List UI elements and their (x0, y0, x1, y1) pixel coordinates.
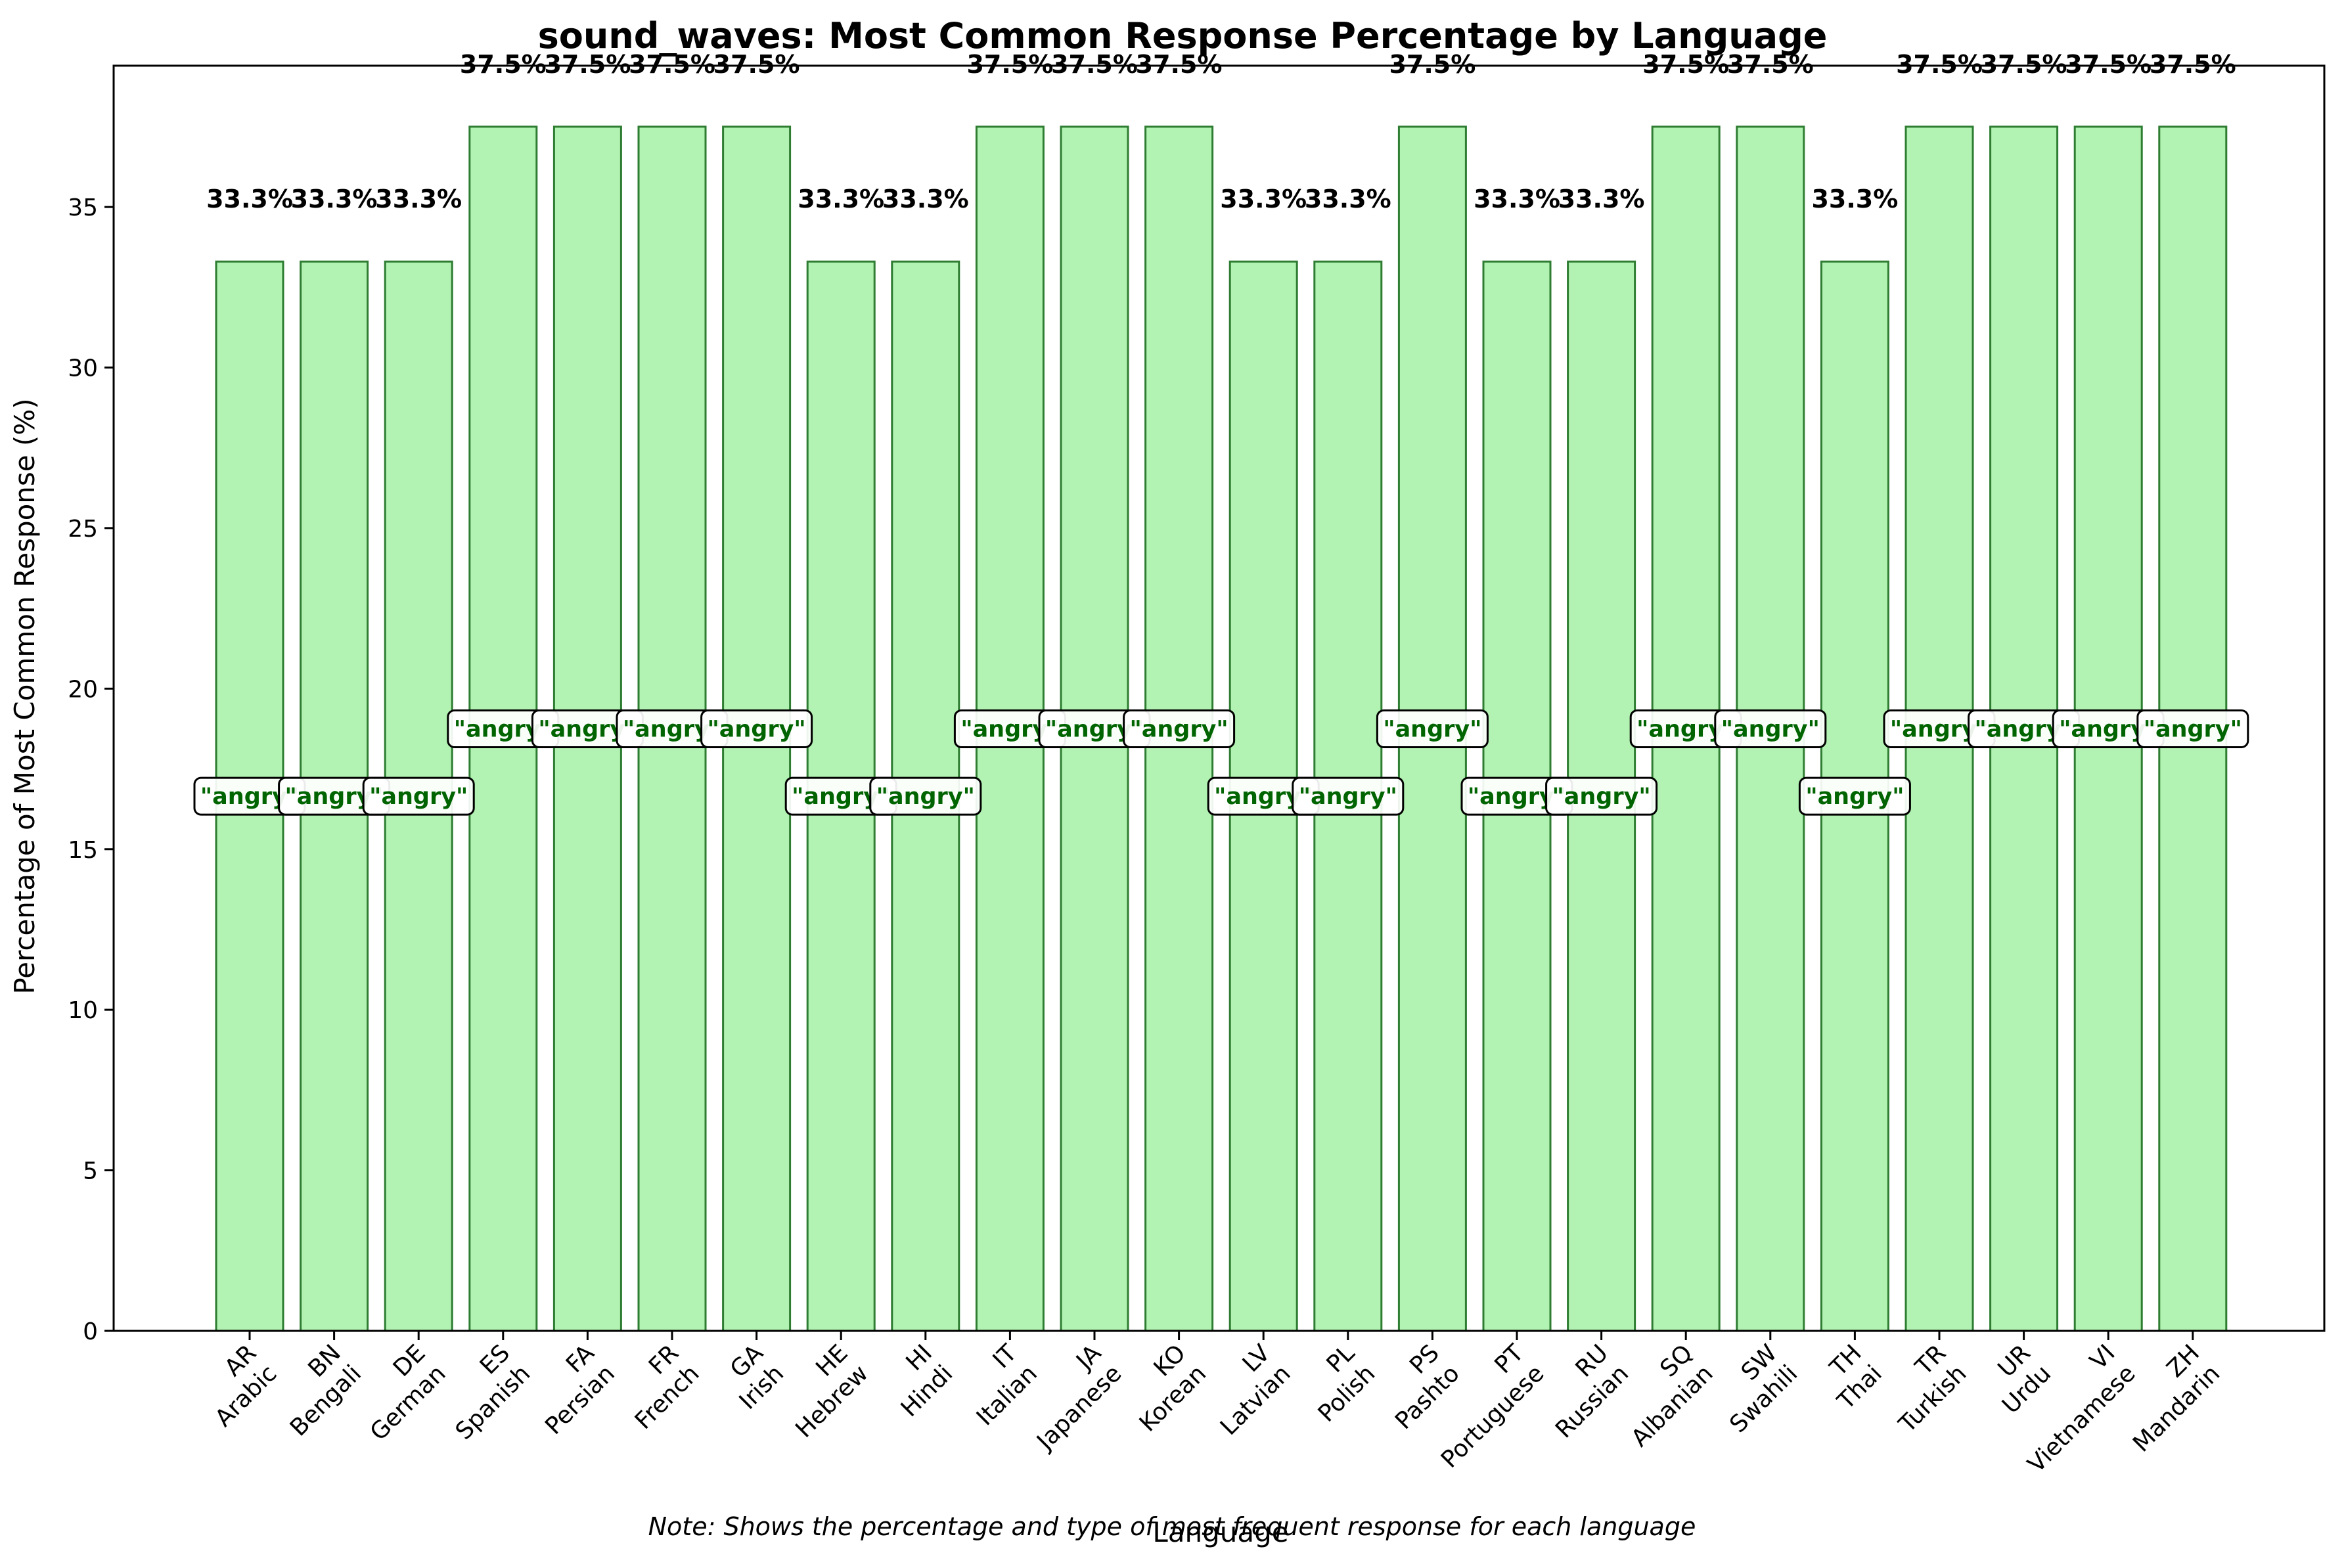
y-tick-label: 35 (68, 194, 98, 221)
response-box-pl (1292, 776, 1405, 816)
value-label-tr: 37.5% (1896, 50, 1983, 79)
value-labels-group: 33.3%33.3%33.3%37.5%37.5%37.5%37.5%33.3%… (206, 50, 2236, 213)
x-axis-label: Language (1152, 1516, 1288, 1548)
y-tick-label: 0 (83, 1318, 98, 1345)
chart-note: Note: Shows the percentage and type of m… (648, 1512, 1696, 1541)
value-label-hi: 33.3% (882, 185, 969, 213)
response-label-sw: "angry" (1721, 716, 1820, 742)
y-axis-ticks: 0 5 10 15 20 25 30 35 (68, 194, 114, 1345)
y-tick-label: 10 (68, 997, 98, 1024)
value-label-th: 33.3% (1811, 185, 1898, 213)
value-label-ps: 37.5% (1389, 50, 1476, 79)
y-tick-label: 25 (68, 516, 98, 543)
value-label-pt: 33.3% (1474, 185, 1560, 213)
response-label-ru: "angry" (1552, 784, 1651, 810)
y-tick-label: 15 (68, 837, 98, 864)
value-label-ru: 33.3% (1558, 185, 1645, 213)
response-label-ga: "angry" (708, 716, 806, 742)
y-tick-label: 5 (83, 1158, 98, 1185)
response-box-ru (1545, 776, 1658, 816)
response-box-th (1798, 776, 1911, 816)
value-label-vi: 37.5% (2065, 50, 2152, 79)
value-label-zh: 37.5% (2150, 50, 2236, 79)
value-label-pl: 33.3% (1305, 185, 1391, 213)
response-labels-group: "angry" "angry" "angry" "angry" "angry" "angr… (193, 709, 2249, 816)
response-box-de (362, 776, 475, 816)
response-box-zh (2136, 709, 2249, 748)
response-box-hi (869, 776, 982, 816)
response-box-ko (1123, 709, 1236, 748)
value-label-fa: 37.5% (544, 50, 631, 79)
plot-frame (112, 64, 2326, 1332)
response-box-ps (1376, 709, 1489, 748)
value-label-he: 33.3% (798, 185, 884, 213)
response-label-ko: "angry" (1130, 716, 1228, 742)
response-label-hi: "angry" (876, 784, 975, 810)
value-label-ar: 33.3% (206, 185, 293, 213)
value-label-sq: 37.5% (1642, 50, 1729, 79)
y-tick-label: 30 (68, 355, 98, 382)
response-label-zh: "angry" (2144, 716, 2242, 742)
y-axis-label: Percentage of Most Common Response (%) (9, 398, 41, 994)
value-label-fr: 37.5% (629, 50, 715, 79)
chart-title: sound_waves: Most Common Response Percen… (538, 15, 1828, 56)
value-label-it: 37.5% (966, 50, 1053, 79)
response-box-ga (700, 709, 813, 748)
response-label-th: "angry" (1805, 784, 1904, 810)
value-label-es: 37.5% (460, 50, 547, 79)
response-label-pl: "angry" (1299, 784, 1397, 810)
value-label-ja: 37.5% (1051, 50, 1138, 79)
value-label-lv: 33.3% (1220, 185, 1307, 213)
y-tick-label: 20 (68, 676, 98, 703)
response-label-ps: "angry" (1383, 716, 1481, 742)
response-box-sw (1714, 709, 1827, 748)
value-label-ur: 37.5% (1981, 50, 2067, 79)
value-label-de: 33.3% (375, 185, 462, 213)
value-label-ga: 37.5% (713, 50, 800, 79)
value-label-bn: 33.3% (291, 185, 378, 213)
value-label-ko: 37.5% (1136, 50, 1223, 79)
value-label-sw: 37.5% (1727, 50, 1814, 79)
response-label-de: "angry" (369, 784, 468, 810)
